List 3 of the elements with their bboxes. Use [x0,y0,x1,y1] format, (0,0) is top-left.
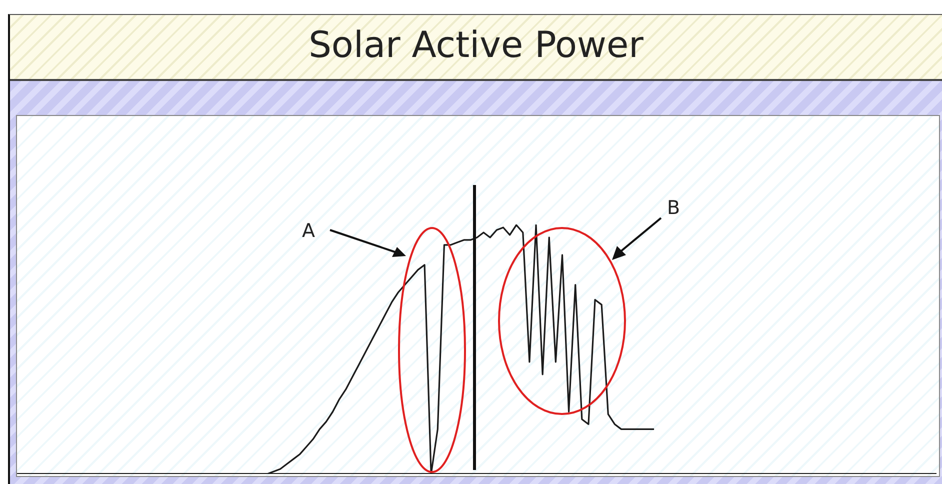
annotation: A [302,220,315,242]
chart-title: Solar Active Power [308,25,644,66]
text: B [667,197,680,219]
